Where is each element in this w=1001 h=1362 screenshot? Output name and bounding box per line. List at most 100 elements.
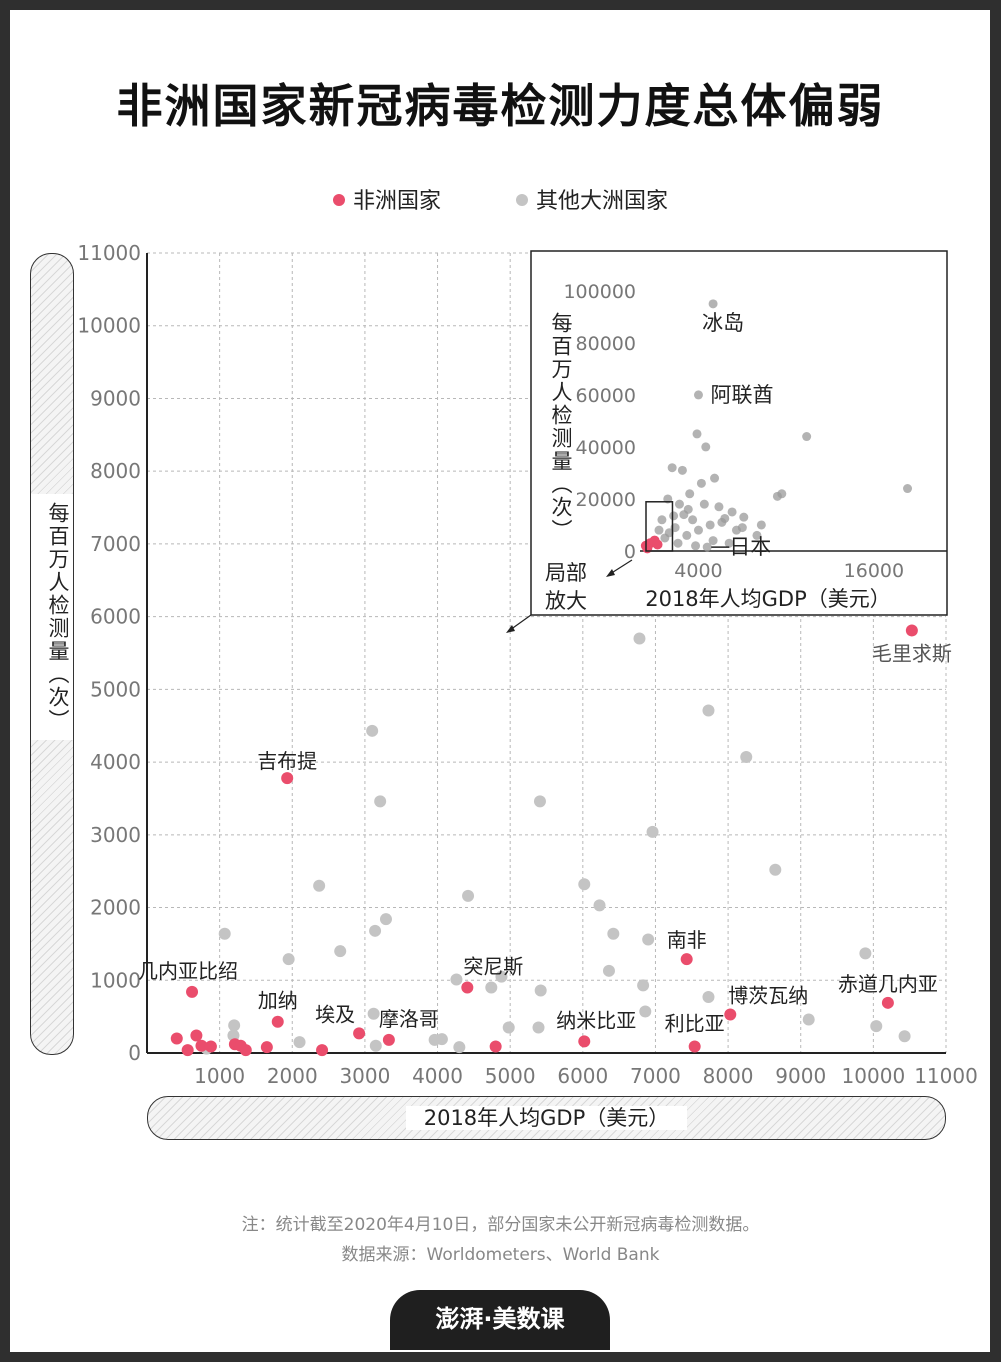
inset-x-axis-label: 2018年人均GDP（美元） [645,587,891,611]
other-point [859,947,872,960]
inset-chart: 0 20000 40000 60000 80000 100000 4000 16000 每百万人… [506,250,948,633]
x-tick-label: 8000 [703,1064,754,1088]
inset-other-point [702,542,712,552]
inset-other-point [737,523,747,533]
zoom-arrowhead-1 [606,569,615,577]
inset-other-point [708,299,718,309]
africa-point [353,1027,366,1040]
y-tick-label: 9000 [90,386,141,410]
inset-other-point [657,515,667,525]
inset-other-point [802,432,812,442]
inset-point-label: 冰岛 [702,311,744,335]
point-label: 毛里求斯 [872,641,952,665]
point-label: 吉布提 [257,749,317,773]
legend-item-other: 其他大洲国家 [516,183,668,215]
inset-y-tick-label: 60000 [576,385,636,407]
inset-other-point [756,520,766,530]
africa-point [881,996,894,1009]
zoom-arrow-1 [609,559,633,575]
africa-point [281,772,294,785]
y-axis-label-box: 每百万人检测量（次） [30,253,74,1055]
zoom-arrow-2 [509,614,532,631]
brand-logo: 澎湃·美数课 [390,1290,610,1350]
inset-other-point [696,478,706,488]
other-point [369,1039,382,1052]
other-point [578,878,591,891]
inset-other-point [714,502,724,512]
inset-other-point [699,499,709,509]
inset-other-point [724,538,734,548]
other-point [435,1033,448,1046]
africa-point [680,953,693,966]
other-point [450,973,463,986]
other-point [740,751,753,763]
other-point [228,1019,241,1032]
other-point [607,927,620,940]
y-tick-label: 8000 [90,459,141,483]
inset-other-point [772,491,782,501]
page-title: 非洲国家新冠病毒检测力度总体偏弱 [116,79,885,133]
legend-marker-other [516,194,528,206]
x-axis-label: 2018年人均GDP（美元） [405,1106,688,1130]
zoom-label-line-1: 局部 [545,561,587,585]
other-point [702,704,715,717]
africa-point [260,1041,273,1054]
inset-other-point [677,465,687,475]
inset-africa-point [642,543,653,554]
other-point [802,1013,815,1026]
point-label: 加纳 [258,989,298,1013]
other-point [637,979,650,992]
africa-point [271,1015,284,1028]
inset-other-point [673,538,683,548]
inset-other-point [710,473,720,483]
inset-other-point [727,507,737,517]
footnote: 注：统计截至2020年4月10日，部分国家未公开新冠病毒检测数据。 数据来源：W… [0,1210,1001,1270]
africa-point [195,1039,208,1052]
inset-other-point [708,536,718,546]
other-point [533,795,546,808]
inset-other-point [903,484,913,494]
y-tick-label: 1000 [90,968,141,992]
inset-x-tick-label: 4000 [674,560,722,582]
y-tick-label: 5000 [90,677,141,701]
inset-other-point [683,504,693,514]
inset-y-tick-label: 100000 [563,281,636,303]
legend-label-other: 其他大洲国家 [536,189,669,214]
other-point [369,924,382,937]
x-tick-label: 1000 [194,1064,245,1088]
inset-y-tick-label: 80000 [576,333,636,355]
point-label: 埃及 [315,1002,355,1026]
inset-other-point [692,429,702,439]
inset-other-point [688,515,698,525]
other-point [293,1036,306,1049]
africa-point [724,1008,737,1021]
africa-point [461,981,474,994]
y-tick-label: 2000 [90,896,141,920]
point-label: 博茨瓦纳 [728,983,808,1007]
inset-other-point [674,499,684,509]
x-axis-label-box: 2018年人均GDP（美元） [147,1096,946,1140]
other-point [453,1041,466,1054]
other-point [218,927,231,940]
inset-africa-point [652,539,663,550]
other-point [313,879,326,892]
other-point [334,945,347,958]
other-point [502,1021,515,1034]
africa-point [578,1035,591,1048]
africa-point [239,1044,252,1057]
inset-other-point [691,541,701,551]
inset-other-point [682,530,692,540]
point-label: 摩洛哥 [379,1007,439,1031]
other-point [282,953,295,966]
x-tick-label: 9000 [775,1064,826,1088]
other-point [462,889,475,902]
x-tick-label: 7000 [630,1064,681,1088]
point-label: 突尼斯 [463,955,523,979]
point-label: 纳米比亚 [556,1008,636,1032]
legend-marker-africa [332,194,345,206]
other-point [898,1030,911,1043]
africa-point [489,1040,502,1053]
inset-other-point [701,442,711,452]
other-point [633,632,646,645]
